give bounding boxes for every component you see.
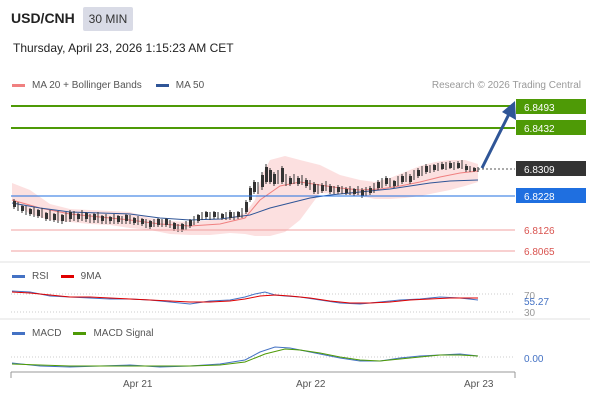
rsi-line bbox=[11, 290, 479, 305]
ma50-swatch bbox=[155, 84, 169, 87]
chart-header: USD/CNH 30 MIN Thursday, April 23, 2026 … bbox=[0, 0, 590, 70]
research-credit: Research © 2026 Trading Central bbox=[431, 80, 581, 91]
legend-9ma-label: 9MA bbox=[80, 271, 102, 282]
target2-label: 6.8493 bbox=[524, 103, 555, 114]
timeframe-button[interactable]: 30 MIN bbox=[83, 7, 133, 31]
pivot-box bbox=[516, 188, 586, 203]
x-tick-label: Apr 22 bbox=[296, 379, 326, 390]
rsi-swatch bbox=[12, 275, 25, 278]
9ma-swatch bbox=[60, 275, 74, 278]
support1-label: 6.8126 bbox=[524, 226, 555, 237]
forecast-arrow bbox=[480, 111, 512, 169]
rsi-value: 55.27 bbox=[524, 297, 549, 308]
rsi-ma-line bbox=[11, 291, 478, 304]
macd-legend: MACD MACD Signal bbox=[12, 328, 165, 339]
ma20-swatch bbox=[12, 84, 25, 87]
rsi-tick-70: 70 bbox=[524, 291, 536, 302]
macd-value: 0.00 bbox=[524, 354, 544, 365]
main-legend: MA 20 + Bollinger Bands MA 50 bbox=[12, 80, 218, 91]
x-tick-label: Apr 21 bbox=[123, 379, 153, 390]
legend-ma50-label: MA 50 bbox=[175, 80, 205, 91]
legend-item-9ma: 9MA bbox=[60, 271, 102, 282]
pivot-label: 6.8228 bbox=[524, 192, 555, 203]
rsi-tick-30: 30 bbox=[524, 308, 536, 319]
legend-item-macd-signal: MACD Signal bbox=[73, 328, 153, 339]
symbol-title: USD/CNH bbox=[11, 10, 75, 26]
macd-swatch bbox=[12, 332, 25, 335]
macd-signal-swatch bbox=[73, 332, 87, 335]
legend-item-ma50: MA 50 bbox=[155, 80, 205, 91]
x-tick-label: Apr 23 bbox=[464, 379, 494, 390]
forecast-arrow-head bbox=[502, 101, 516, 120]
ma50-line bbox=[11, 179, 479, 221]
legend-macd-signal-label: MACD Signal bbox=[93, 328, 154, 339]
legend-rsi-label: RSI bbox=[32, 271, 49, 282]
legend-macd-label: MACD bbox=[32, 328, 62, 339]
legend-ma20-label: MA 20 + Bollinger Bands bbox=[32, 80, 142, 91]
chart-datetime: Thursday, April 23, 2026 1:15:23 AM CET bbox=[13, 41, 234, 55]
legend-item-ma20: MA 20 + Bollinger Bands bbox=[12, 80, 142, 91]
target1-label: 6.8432 bbox=[524, 124, 555, 135]
bollinger-band bbox=[12, 156, 478, 236]
macd-signal-line bbox=[11, 348, 479, 367]
candle-bodies bbox=[13, 163, 476, 230]
last-price-box bbox=[516, 161, 586, 176]
last-price-label: 6.8309 bbox=[524, 165, 555, 176]
legend-item-rsi: RSI bbox=[12, 271, 49, 282]
legend-item-macd: MACD bbox=[12, 328, 61, 339]
target2-box bbox=[516, 99, 586, 114]
rsi-legend: RSI 9MA bbox=[12, 271, 113, 282]
support2-label: 6.8065 bbox=[524, 247, 555, 258]
target1-box bbox=[516, 120, 586, 135]
